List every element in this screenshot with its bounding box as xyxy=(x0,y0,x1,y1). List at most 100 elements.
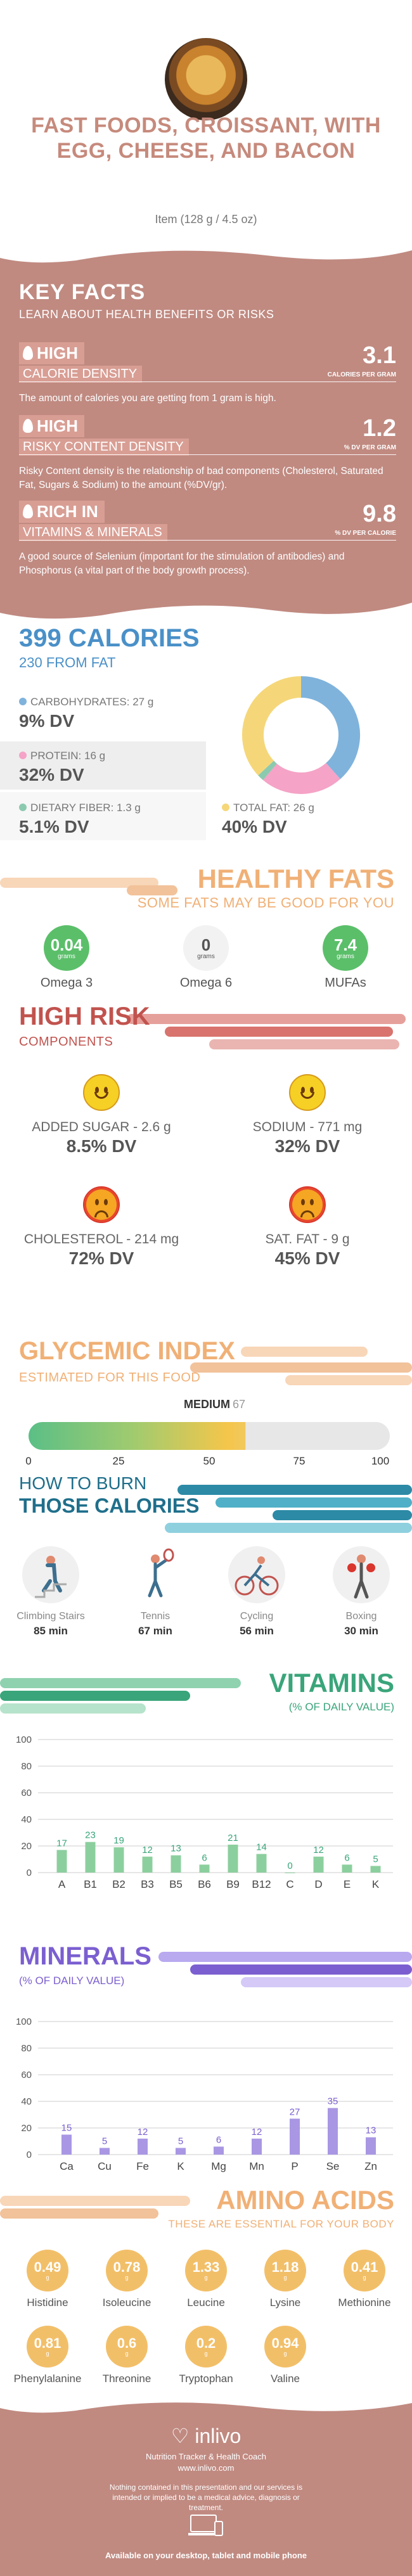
amino-valine: 0.94 g Valine xyxy=(244,2326,326,2385)
key-facts-heading: KEY FACTS xyxy=(19,280,146,304)
key-fact-value: 1.2 xyxy=(363,415,396,442)
calories-title: 399 CALORIES xyxy=(19,624,200,652)
decor-stripe xyxy=(190,1362,412,1373)
bar-a xyxy=(56,1850,67,1873)
decor-stripe xyxy=(273,1510,412,1520)
decor-stripe xyxy=(158,1952,412,1962)
amino-methionine: 0.41 g Methionine xyxy=(323,2250,406,2309)
devices-icon xyxy=(188,2515,223,2536)
x-tick-label: E xyxy=(344,1878,351,1890)
y-tick-label: 60 xyxy=(21,1788,32,1798)
y-tick-label: 0 xyxy=(27,1868,32,1878)
key-fact-badge: RICH IN xyxy=(19,501,105,523)
bar-b3 xyxy=(142,1856,153,1873)
risk-added-sugar: ADDED SUGAR - 2.6 g 8.5% DV xyxy=(6,1074,196,1157)
key-fact-badge: HIGH xyxy=(19,342,84,364)
nutrient-band xyxy=(0,741,206,790)
page-title: FAST FOODS, CROISSANT, WITH EGG, CHEESE,… xyxy=(31,113,381,163)
flame-icon xyxy=(23,346,33,360)
divider xyxy=(19,381,396,382)
smiley-happy-icon xyxy=(289,1074,326,1111)
amino-leucine: 1.33 g Leucine xyxy=(165,2250,247,2309)
key-fact-unit: CALORIES PER GRAM xyxy=(327,371,396,378)
bar-zn xyxy=(366,2137,376,2155)
data-label: 27 xyxy=(290,2106,300,2117)
bar-b2 xyxy=(113,1847,124,1873)
inlivo-logo[interactable]: ♡ inlivo xyxy=(171,2425,241,2447)
key-facts-section: KEY FACTS LEARN ABOUT HEALTH BENEFITS OR… xyxy=(0,247,412,622)
data-label: 17 xyxy=(56,1838,67,1849)
key-fact-value: 3.1 xyxy=(363,342,396,369)
x-tick-label: A xyxy=(58,1878,66,1890)
nutrient-fiber: DIETARY FIBER: 1.3 g 5.1% DV xyxy=(19,802,141,836)
donut-slice-dietary-fiber xyxy=(258,760,278,781)
key-fact-label: CALORIE DENSITY xyxy=(19,366,143,383)
amino-phenylalanine: 0.81 g Phenylalanine xyxy=(6,2326,89,2385)
amino-isoleucine: 0.78 g Isoleucine xyxy=(86,2250,168,2309)
bar-ca xyxy=(61,2134,72,2155)
cycling-icon xyxy=(228,1546,285,1603)
vitamins-chart: 02040608010017A23B119B212B313B56B621B914… xyxy=(16,1734,393,1890)
key-fact-calorie-density: HIGH CALORIE DENSITY 3.1 CALORIES PER GR… xyxy=(19,342,396,406)
y-tick-label: 80 xyxy=(21,2043,32,2054)
decor-stripe xyxy=(0,1703,146,1714)
risk-sat-fat: SAT. FAT - 9 g 45% DV xyxy=(212,1186,402,1269)
footer-availability: Available on your desktop, tablet and mo… xyxy=(105,2551,307,2560)
decor-stripe xyxy=(0,1691,190,1701)
data-label: 6 xyxy=(216,2134,221,2145)
x-tick-label: B5 xyxy=(169,1878,183,1890)
donut-slice-total-fat xyxy=(242,676,302,776)
divider xyxy=(19,454,396,455)
vitamins-title: VITAMINS xyxy=(269,1668,394,1698)
data-label: 0 xyxy=(287,1861,292,1871)
bar-k xyxy=(370,1866,381,1873)
decor-stripe xyxy=(165,1027,393,1037)
decor-stripe xyxy=(0,2208,158,2219)
bar-fe xyxy=(138,2138,148,2155)
glycemic-tick: 75 xyxy=(293,1455,306,1467)
amino-title: AMINO ACIDS xyxy=(216,2185,394,2215)
glycemic-subtitle: ESTIMATED FOR THIS FOOD xyxy=(19,1371,201,1385)
risk-sodium: SODIUM - 771 mg 32% DV xyxy=(212,1074,402,1157)
footer-url[interactable]: www.inlivo.com xyxy=(177,2463,235,2473)
glycemic-tick: 0 xyxy=(25,1455,32,1467)
y-tick-label: 0 xyxy=(27,2150,32,2160)
x-tick-label: B12 xyxy=(252,1878,271,1890)
y-tick-label: 20 xyxy=(21,2123,32,2134)
glycemic-tick: 100 xyxy=(371,1455,390,1467)
calories-from-fat: 230 FROM FAT xyxy=(19,655,116,670)
key-fact-unit: % DV PER GRAM xyxy=(344,444,396,451)
stairs-icon xyxy=(22,1546,79,1603)
x-tick-label: B1 xyxy=(84,1878,97,1890)
nutrient-donut-chart xyxy=(242,676,360,794)
data-label: 5 xyxy=(102,2136,107,2147)
protein-dot-icon xyxy=(19,752,27,759)
data-label: 19 xyxy=(113,1835,124,1846)
activity-tennis: Tennis 67 min xyxy=(108,1546,203,1637)
bar-b9 xyxy=(228,1844,238,1873)
high-risk-title: HIGH RISK xyxy=(19,1003,150,1030)
boxing-icon xyxy=(333,1546,390,1603)
x-tick-label: Mn xyxy=(249,2160,264,2172)
data-label: 21 xyxy=(228,1833,238,1843)
decor-stripe xyxy=(165,1523,412,1533)
decor-stripe xyxy=(0,2196,190,2206)
amino-lysine: 1.18 g Lysine xyxy=(244,2250,326,2309)
decor-stripe xyxy=(216,1497,412,1508)
heart-icon: ♡ xyxy=(171,2425,195,2447)
burn-title-line1: HOW TO BURN xyxy=(19,1473,147,1493)
y-tick-label: 40 xyxy=(21,2096,32,2107)
glycemic-tick: 25 xyxy=(112,1455,125,1467)
key-fact-description: A good source of Selenium (important for… xyxy=(19,551,345,576)
footer-tagline: Nutrition Tracker & Health Coach xyxy=(145,2452,267,2461)
x-tick-label: B6 xyxy=(198,1878,211,1890)
bar-se xyxy=(328,2108,338,2155)
x-tick-label: K xyxy=(177,2160,184,2172)
x-tick-label: B3 xyxy=(141,1878,154,1890)
amino-threonine: 0.6 g Threonine xyxy=(86,2326,168,2385)
decor-stripe xyxy=(241,1347,368,1357)
nutrient-carbohydrates: CARBOHYDRATES: 27 g 9% DV xyxy=(19,696,154,731)
x-tick-label: Fe xyxy=(136,2160,149,2172)
bar-b6 xyxy=(199,1864,210,1873)
y-tick-label: 100 xyxy=(16,1734,32,1745)
